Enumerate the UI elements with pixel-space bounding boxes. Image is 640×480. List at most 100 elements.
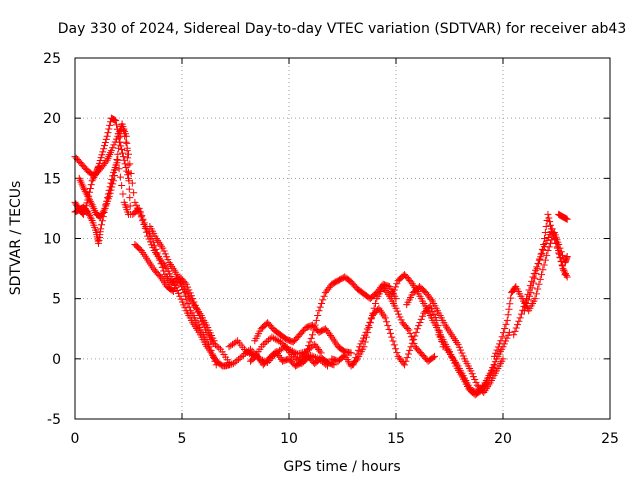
data-point xyxy=(80,186,88,194)
data-point xyxy=(529,273,537,281)
data-point xyxy=(85,194,93,202)
data-point xyxy=(232,338,240,346)
data-point xyxy=(156,256,164,264)
x-tick-label: 0 xyxy=(71,431,80,447)
data-point xyxy=(506,300,514,308)
x-axis-label: GPS time / hours xyxy=(283,459,400,475)
data-point xyxy=(502,320,510,328)
data-point xyxy=(215,344,223,352)
data-point xyxy=(85,210,93,218)
data-point xyxy=(498,333,506,341)
data-point xyxy=(86,184,94,192)
data-point xyxy=(532,269,540,277)
data-point xyxy=(532,290,540,298)
data-point xyxy=(417,315,425,323)
data-point xyxy=(404,350,412,358)
data-point xyxy=(88,177,96,185)
data-point xyxy=(276,338,284,346)
data-point xyxy=(347,349,355,357)
data-point xyxy=(535,260,543,268)
data-series-track-m xyxy=(328,283,439,370)
data-point xyxy=(238,352,246,360)
data-point xyxy=(112,117,120,125)
data-point xyxy=(81,187,89,195)
data-point xyxy=(407,343,415,351)
data-point xyxy=(157,260,165,268)
data-point xyxy=(97,154,105,162)
data-point xyxy=(115,144,123,152)
data-point xyxy=(455,343,463,351)
data-point xyxy=(314,312,322,320)
chart-title: Day 330 of 2024, Sidereal Day-to-day VTE… xyxy=(58,21,627,37)
data-point xyxy=(561,270,569,278)
data-point xyxy=(212,361,220,369)
data-point xyxy=(499,329,507,337)
data-point xyxy=(243,348,251,356)
data-point xyxy=(544,234,552,242)
data-point xyxy=(86,213,94,221)
data-point xyxy=(416,318,424,326)
data-point xyxy=(113,156,121,164)
data-point xyxy=(98,217,106,225)
data-point xyxy=(411,332,419,340)
data-point xyxy=(163,253,171,261)
data-point xyxy=(301,350,309,358)
data-point xyxy=(389,337,397,345)
data-point xyxy=(241,350,249,358)
y-axis-label: SDTVAR / TECUs xyxy=(8,181,24,296)
data-point xyxy=(366,318,374,326)
data-point xyxy=(123,147,131,155)
y-tick-label: -5 xyxy=(47,412,61,428)
data-series-track-o xyxy=(388,271,498,399)
data-point xyxy=(305,342,313,350)
data-point xyxy=(535,280,543,288)
data-point xyxy=(356,343,364,351)
data-point xyxy=(126,202,134,210)
data-point xyxy=(289,352,297,360)
data-point xyxy=(563,253,571,261)
data-point xyxy=(151,242,159,250)
data-point xyxy=(207,346,215,354)
data-point xyxy=(211,357,219,365)
data-point xyxy=(536,255,544,263)
data-point xyxy=(384,322,392,330)
data-series-track-g xyxy=(146,222,218,345)
data-point xyxy=(210,337,218,345)
data-point xyxy=(504,311,512,319)
data-point xyxy=(208,350,216,358)
data-point xyxy=(125,185,133,193)
data-point xyxy=(493,346,501,354)
data-point xyxy=(552,239,560,247)
data-point xyxy=(491,358,499,366)
data-point xyxy=(92,170,100,178)
data-point xyxy=(80,210,88,218)
data-point xyxy=(538,245,546,253)
data-point xyxy=(431,352,439,360)
data-point xyxy=(527,289,535,297)
data-point xyxy=(211,341,219,349)
data-point xyxy=(490,352,498,360)
data-point xyxy=(555,247,563,255)
data-point xyxy=(402,357,410,365)
data-point xyxy=(169,287,177,295)
data-point xyxy=(468,370,476,378)
data-point xyxy=(408,339,416,347)
data-point xyxy=(539,266,547,274)
data-point xyxy=(114,150,122,158)
data-point xyxy=(97,213,105,221)
data-point xyxy=(390,286,398,294)
data-point xyxy=(392,345,400,353)
data-series-track-n xyxy=(349,302,447,369)
data-point xyxy=(494,343,502,351)
data-point xyxy=(354,346,362,354)
data-point xyxy=(279,344,287,352)
data-point xyxy=(388,292,396,300)
data-point xyxy=(185,286,193,294)
data-point xyxy=(393,349,401,357)
data-point xyxy=(113,125,121,133)
data-point xyxy=(392,304,400,312)
data-point xyxy=(357,340,365,348)
data-point xyxy=(392,283,400,291)
data-point xyxy=(487,366,495,374)
